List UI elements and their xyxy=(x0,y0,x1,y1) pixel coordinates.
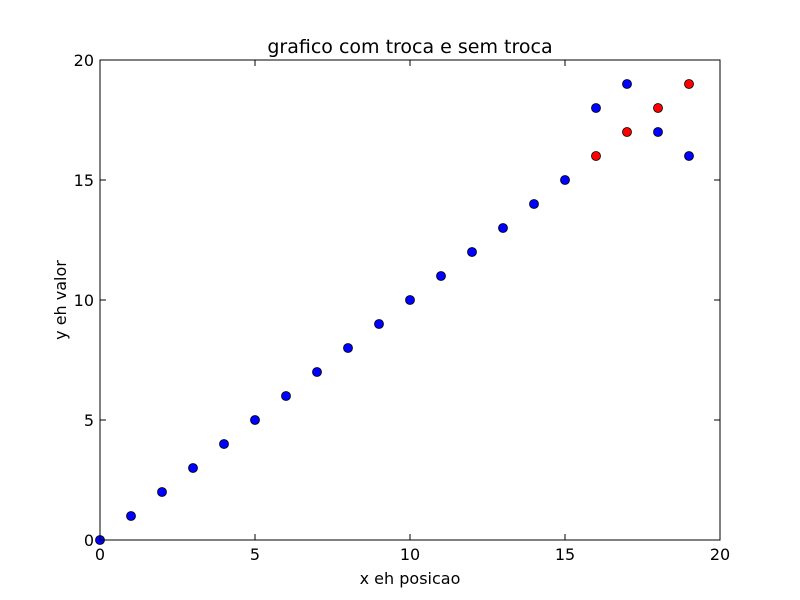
data-point-series-1-7 xyxy=(312,367,322,377)
x-axis: 0 5 10 15 20 xyxy=(95,60,730,564)
x-tick-label-3: 15 xyxy=(555,545,575,564)
data-point-series-1-4 xyxy=(219,439,229,449)
data-point-series-1-15 xyxy=(560,175,570,185)
chart-title: grafico com troca e sem troca xyxy=(267,36,552,58)
data-point-series-1-10 xyxy=(405,295,415,305)
data-point-series-0-3 xyxy=(684,79,694,89)
data-point-series-1-5 xyxy=(250,415,260,425)
data-point-series-1-16 xyxy=(591,103,601,113)
data-point-series-1-17 xyxy=(622,79,632,89)
data-point-series-1-6 xyxy=(281,391,291,401)
data-point-series-0-1 xyxy=(622,127,632,137)
x-tick-label-0: 0 xyxy=(95,545,105,564)
data-point-series-1-9 xyxy=(374,319,384,329)
data-point-series-0-2 xyxy=(653,103,663,113)
data-point-series-1-8 xyxy=(343,343,353,353)
x-axis-label: x eh posicao xyxy=(360,569,461,588)
y-axis: 0 5 10 15 20 xyxy=(74,51,720,550)
data-point-series-1-2 xyxy=(157,487,167,497)
y-tick-label-3: 15 xyxy=(74,171,94,190)
x-tick-label-1: 5 xyxy=(250,545,260,564)
plot-area xyxy=(95,79,694,545)
data-point-series-1-1 xyxy=(126,511,136,521)
y-tick-label-1: 5 xyxy=(84,411,94,430)
data-point-series-1-12 xyxy=(467,247,477,257)
y-tick-label-2: 10 xyxy=(74,291,94,310)
data-point-series-1-3 xyxy=(188,463,198,473)
data-point-series-1-11 xyxy=(436,271,446,281)
data-point-series-1-19 xyxy=(684,151,694,161)
x-tick-label-4: 20 xyxy=(710,545,730,564)
data-point-series-1-13 xyxy=(498,223,508,233)
data-point-series-1-14 xyxy=(529,199,539,209)
y-tick-label-4: 20 xyxy=(74,51,94,70)
data-point-series-0-0 xyxy=(591,151,601,161)
y-tick-label-0: 0 xyxy=(84,531,94,550)
x-tick-label-2: 10 xyxy=(400,545,420,564)
y-axis-label: y eh valor xyxy=(51,260,70,340)
data-point-series-1-18 xyxy=(653,127,663,137)
